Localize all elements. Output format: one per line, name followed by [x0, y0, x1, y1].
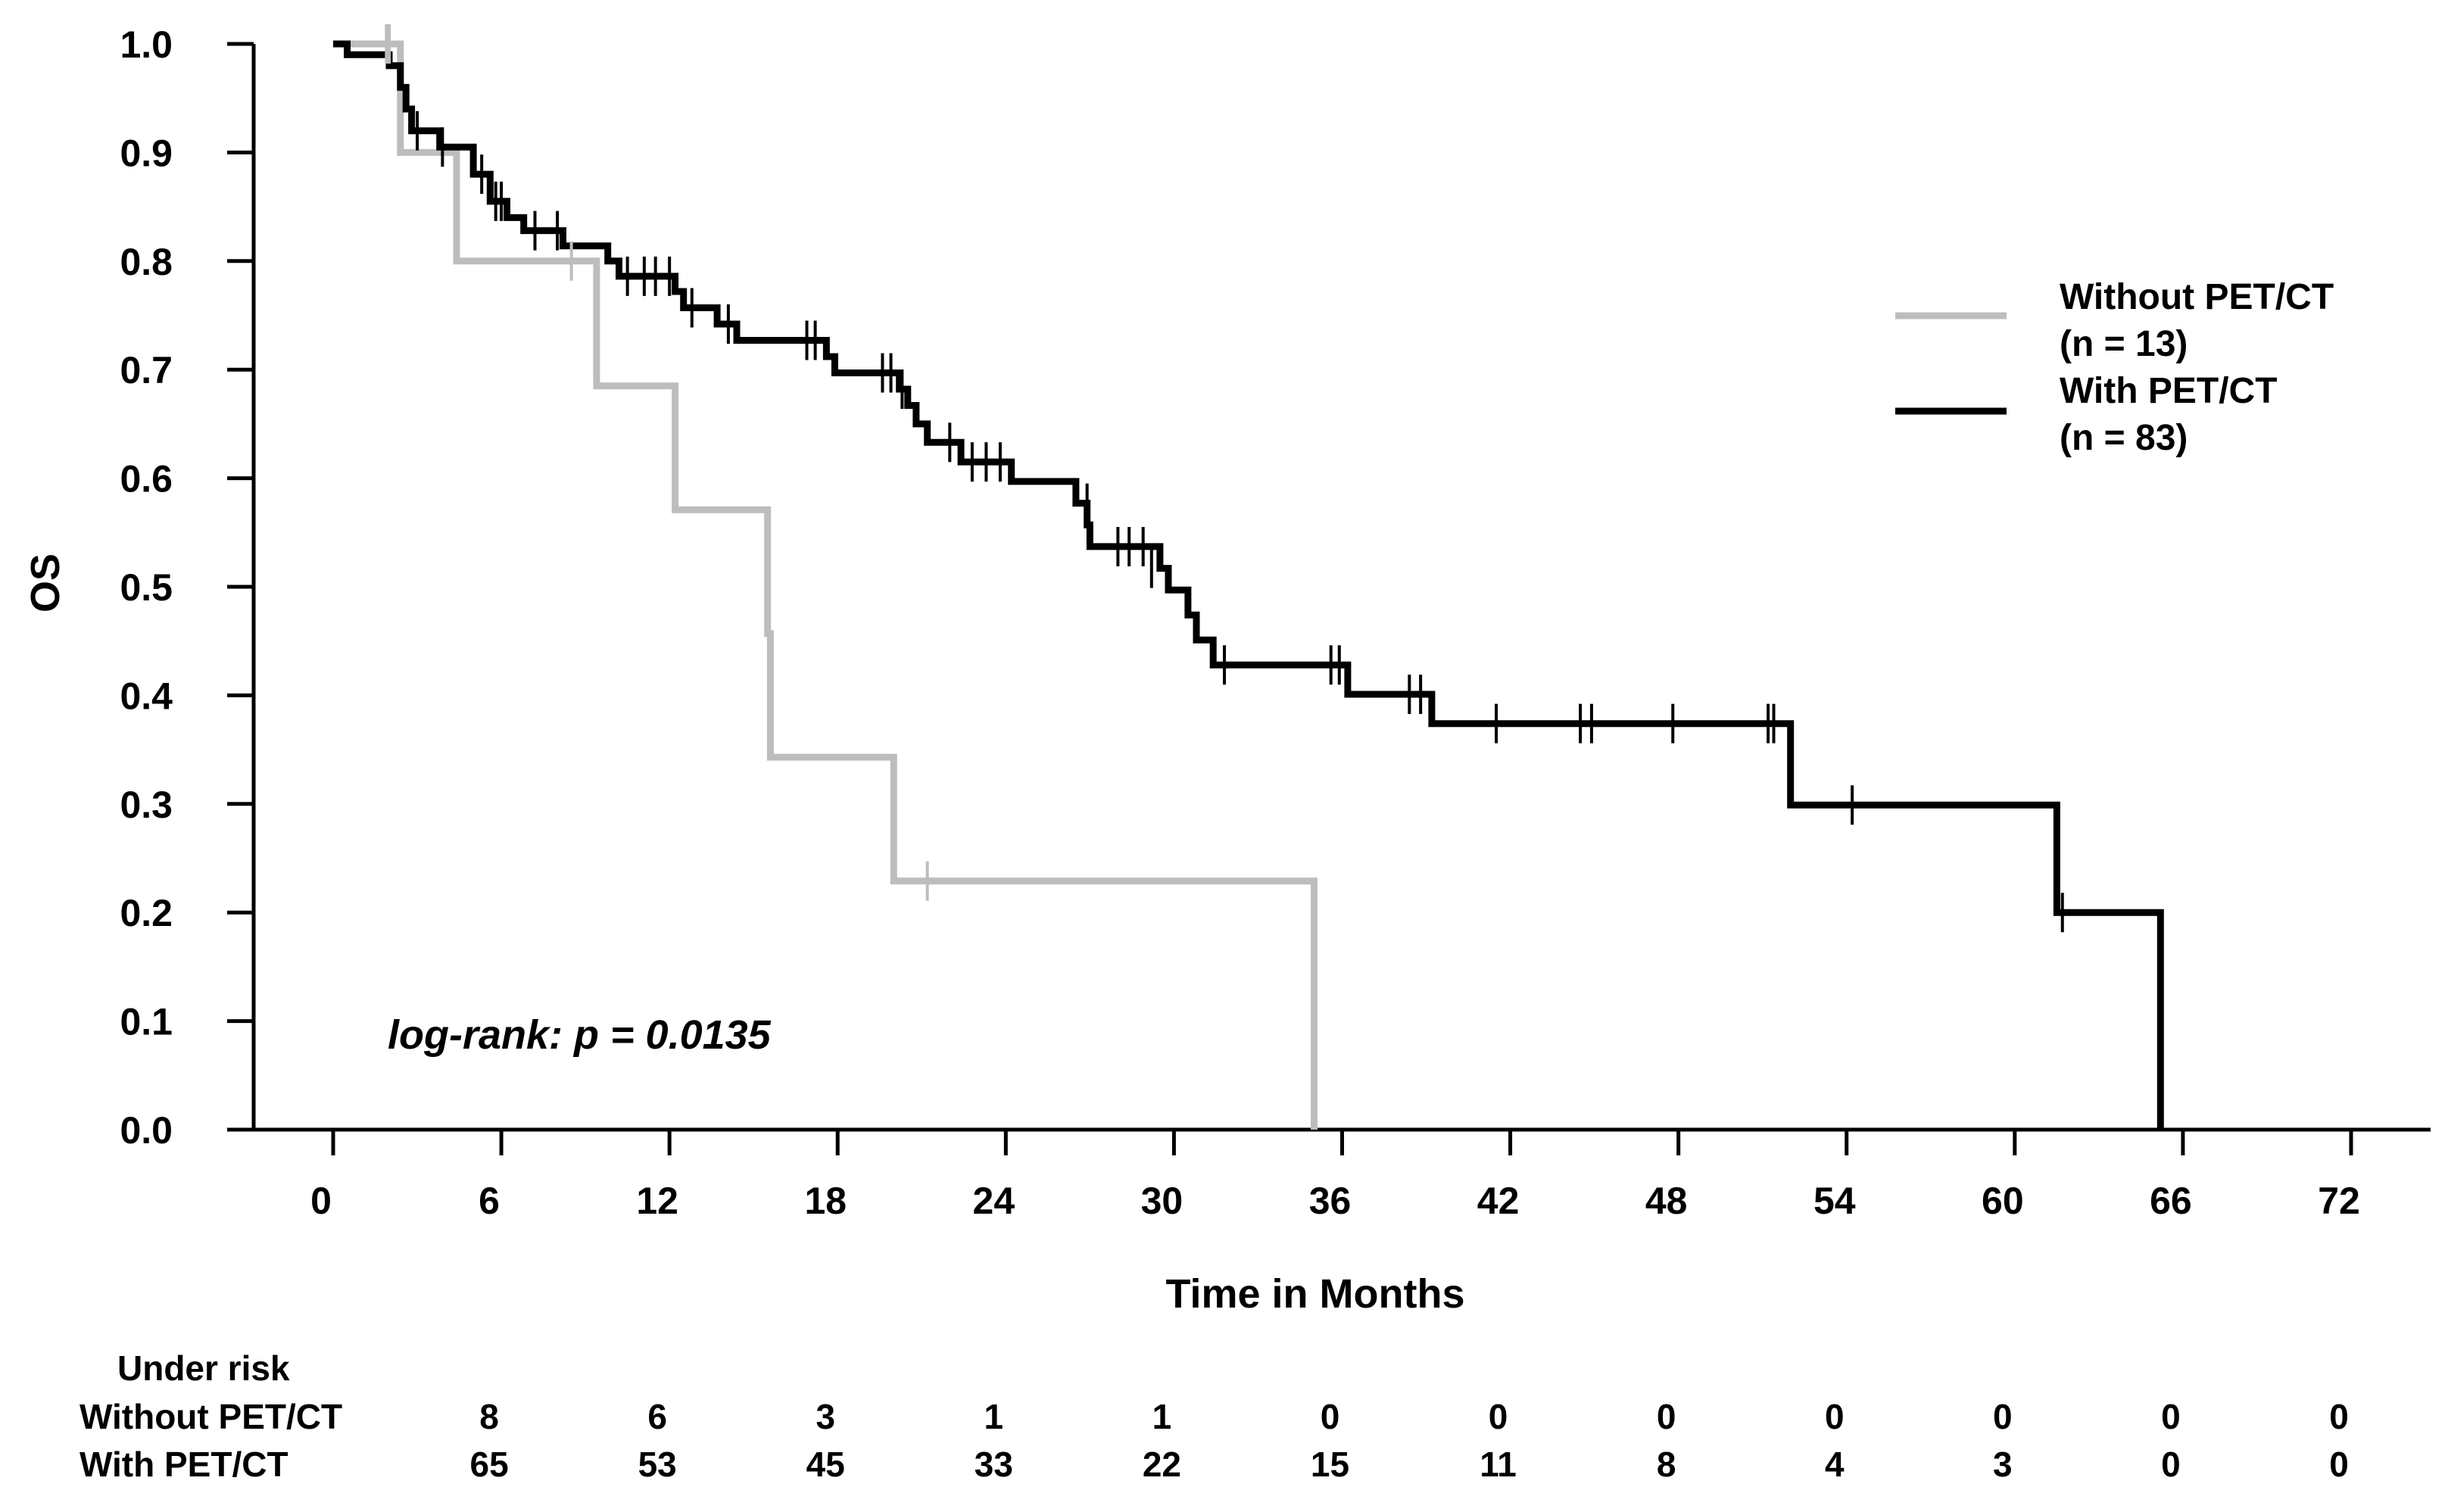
logrank-annotation: log-rank: p = 0.0135: [388, 1012, 772, 1058]
risk-value-with: 0: [2329, 1445, 2349, 1484]
y-tick-label: 0.7: [120, 349, 173, 391]
y-tick-label: 0.0: [120, 1109, 173, 1152]
x-tick-label: 42: [1477, 1180, 1520, 1222]
y-axis-title: OS: [23, 553, 68, 613]
risk-value-without: 0: [2329, 1397, 2349, 1436]
risk-value-without: 0: [1657, 1397, 1676, 1436]
risk-value-with: 33: [975, 1445, 1013, 1484]
risk-value-without: 8: [479, 1397, 499, 1436]
axes: [227, 42, 2431, 1155]
x-tick-label: 72: [2318, 1180, 2360, 1222]
censor-marks: [385, 24, 2064, 933]
y-tick-label: 0.5: [120, 566, 173, 609]
series-group: [333, 40, 2164, 1130]
y-tick-label: 0.4: [120, 675, 173, 717]
risk-value-with: 45: [806, 1445, 845, 1484]
risk-value-with: 22: [1143, 1445, 1181, 1484]
x-tick-label: 30: [1141, 1180, 1183, 1222]
risk-value-with: 3: [1993, 1445, 2013, 1484]
risk-row-label-without: Without PET/CT: [80, 1397, 342, 1436]
y-tick-label: 0.2: [120, 892, 173, 934]
legend-n-with: (n = 83): [2060, 418, 2188, 458]
risk-row-label-with: With PET/CT: [80, 1445, 288, 1484]
y-tick-labels: 0.0 0.1 0.2 0.3 0.4 0.5 0.6 0.7 0.8 0.9 1.0: [120, 23, 173, 1152]
y-tick-label: 0.9: [120, 132, 173, 174]
y-tick-label: 0.3: [120, 784, 173, 826]
risk-value-without: 0: [1489, 1397, 1508, 1436]
legend-n-without: (n = 13): [2060, 324, 2188, 364]
series-line-without-petct: [333, 40, 1318, 1130]
x-tick-labels: 0 6 12 18 24 30 36 42 48 54 60 66 72: [310, 1180, 2360, 1222]
risk-value-without: 0: [1825, 1397, 1845, 1436]
risk-table: Under risk Without PET/CT With PET/CT 8 6…: [80, 1348, 2349, 1484]
risk-value-with: 65: [469, 1445, 508, 1484]
risk-value-without: 3: [815, 1397, 835, 1436]
x-tick-label: 66: [2150, 1180, 2192, 1222]
risk-value-without: 1: [1152, 1397, 1172, 1436]
risk-values: 8 6 3 1 1 0 0 0 0 0 0 065 53 45 33 22 15 11 8 4 3 0 0: [469, 1397, 2348, 1484]
risk-value-with: 11: [1480, 1445, 1517, 1484]
x-tick-label: 12: [636, 1180, 678, 1222]
risk-value-without: 0: [2161, 1397, 2181, 1436]
legend-label-without: Without PET/CT: [2060, 277, 2334, 317]
x-axis-title: Time in Months: [1165, 1271, 1464, 1317]
y-tick-label: 0.8: [120, 241, 173, 283]
x-tick-label: 54: [1813, 1180, 1856, 1222]
x-tick-label: 60: [1982, 1180, 2024, 1222]
x-tick-label: 48: [1645, 1180, 1688, 1222]
legend-label-with: With PET/CT: [2060, 371, 2278, 411]
x-tick-label: 24: [973, 1180, 1015, 1222]
risk-value-with: 53: [638, 1445, 677, 1484]
y-tick-label: 0.6: [120, 458, 173, 500]
risk-value-with: 4: [1825, 1445, 1845, 1484]
series-line-with-petct: [333, 40, 2164, 1130]
risk-value-with: 8: [1657, 1445, 1676, 1484]
risk-value-with: 15: [1311, 1445, 1349, 1484]
risk-value-with: 0: [2161, 1445, 2181, 1484]
legend: Without PET/CT (n = 13) With PET/CT (n =…: [1895, 277, 2334, 458]
y-tick-label: 1.0: [120, 23, 173, 66]
risk-value-without: 0: [1993, 1397, 2013, 1436]
risk-value-without: 6: [647, 1397, 667, 1436]
risk-value-without: 0: [1321, 1397, 1340, 1436]
y-tick-label: 0.1: [120, 1001, 173, 1043]
x-tick-label: 36: [1309, 1180, 1352, 1222]
risk-table-title: Under risk: [117, 1348, 290, 1388]
x-tick-label: 18: [804, 1180, 847, 1222]
risk-value-without: 1: [984, 1397, 1004, 1436]
x-tick-label: 0: [310, 1180, 332, 1222]
x-tick-label: 6: [479, 1180, 500, 1222]
